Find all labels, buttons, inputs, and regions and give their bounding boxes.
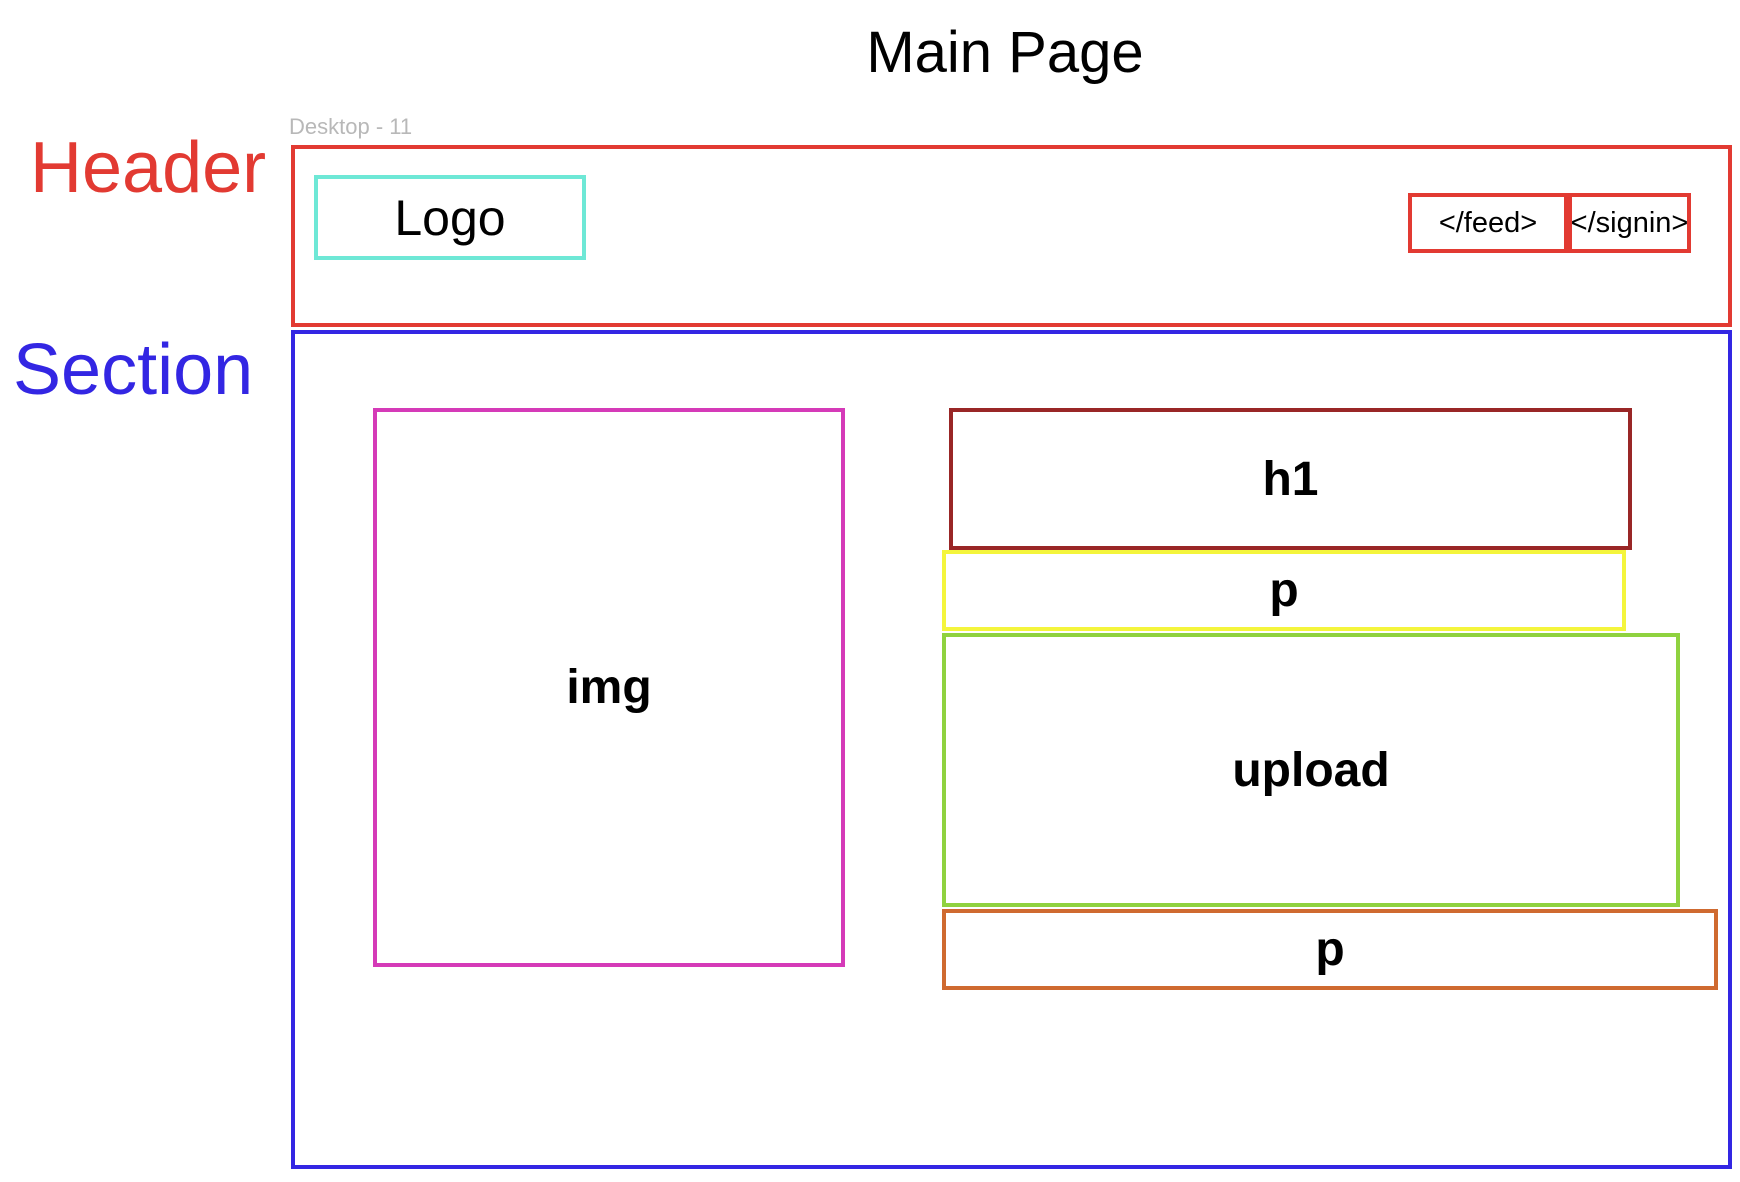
paragraph-box-2: p: [942, 909, 1718, 990]
header-label: Header: [30, 128, 267, 208]
section-label: Section: [13, 330, 254, 410]
section-box: [291, 330, 1732, 1169]
frame-label: Desktop - 11: [289, 114, 413, 139]
header-box: [291, 145, 1732, 327]
upload-box: upload: [942, 633, 1680, 907]
nav-signin-box: </signin>: [1568, 193, 1691, 253]
h1-box: h1: [949, 408, 1632, 550]
paragraph-box-1: p: [942, 550, 1626, 631]
logo-box: Logo: [314, 175, 586, 260]
img-box: img: [373, 408, 845, 967]
diagram-title: Main Page: [866, 20, 1144, 85]
nav-feed-box: </feed>: [1408, 193, 1568, 253]
